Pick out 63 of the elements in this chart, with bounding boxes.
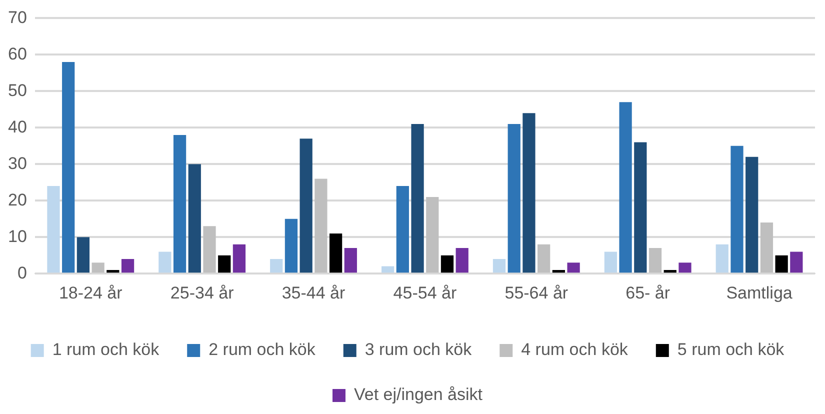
y-tick-label: 30 bbox=[8, 154, 27, 173]
bar bbox=[746, 156, 758, 273]
bar bbox=[381, 266, 394, 273]
bar bbox=[716, 244, 728, 273]
bar bbox=[270, 259, 283, 273]
bar bbox=[344, 248, 357, 273]
bar bbox=[552, 270, 565, 273]
bar bbox=[218, 255, 231, 273]
bar bbox=[284, 218, 298, 273]
x-tick-label: 18-24 år bbox=[58, 283, 123, 302]
bar bbox=[538, 244, 550, 273]
x-tick-label: Samtliga bbox=[726, 283, 793, 302]
legend-label: 5 rum och kök bbox=[677, 340, 785, 360]
y-tick-label: 0 bbox=[17, 263, 27, 282]
bar bbox=[203, 226, 216, 273]
bar bbox=[760, 222, 774, 273]
x-tick-label: 45-54 år bbox=[393, 283, 457, 302]
bar bbox=[492, 259, 506, 273]
bar bbox=[634, 142, 647, 273]
bar bbox=[314, 178, 328, 273]
y-tick-label: 10 bbox=[8, 226, 27, 246]
bar bbox=[47, 186, 60, 273]
bar bbox=[730, 146, 744, 273]
x-tick-label: 65- år bbox=[626, 283, 670, 302]
bar bbox=[188, 164, 201, 273]
bar bbox=[106, 270, 120, 273]
legend-label: 2 rum och kök bbox=[208, 340, 316, 360]
bar bbox=[396, 186, 409, 273]
legend-label: 3 rum och kök bbox=[364, 340, 472, 360]
bar bbox=[76, 237, 90, 273]
bar bbox=[775, 255, 788, 273]
bar bbox=[678, 262, 692, 273]
bar bbox=[426, 196, 439, 273]
bar bbox=[440, 255, 454, 273]
bar bbox=[121, 259, 134, 273]
bar bbox=[158, 252, 172, 273]
y-tick-label: 60 bbox=[8, 44, 27, 64]
bar bbox=[567, 262, 580, 273]
bar bbox=[92, 262, 104, 273]
bar bbox=[619, 102, 632, 273]
bar bbox=[508, 124, 520, 273]
bar bbox=[62, 62, 75, 273]
bar bbox=[300, 138, 312, 273]
bar bbox=[648, 248, 662, 273]
x-tick-label: 25-34 år bbox=[170, 283, 234, 302]
legend-label: Vet ej/ingen åsikt bbox=[354, 385, 483, 404]
bar bbox=[522, 113, 536, 273]
bar bbox=[232, 244, 246, 273]
bar bbox=[604, 252, 618, 273]
bar bbox=[329, 233, 342, 273]
y-tick-label: 50 bbox=[8, 80, 27, 100]
legend-label: 1 rum och kök bbox=[52, 340, 160, 360]
x-tick-label: 35-44 år bbox=[282, 283, 346, 302]
bar bbox=[411, 124, 424, 273]
bar bbox=[456, 248, 468, 273]
y-tick-label: 20 bbox=[8, 190, 27, 210]
bar bbox=[790, 252, 803, 273]
x-tick-label: 55-64 år bbox=[504, 283, 568, 302]
bar bbox=[173, 134, 186, 273]
y-tick-label: 40 bbox=[8, 117, 27, 136]
y-tick-label: 70 bbox=[8, 8, 27, 27]
legend-label: 4 rum och kök bbox=[521, 340, 628, 360]
bar bbox=[664, 270, 676, 273]
